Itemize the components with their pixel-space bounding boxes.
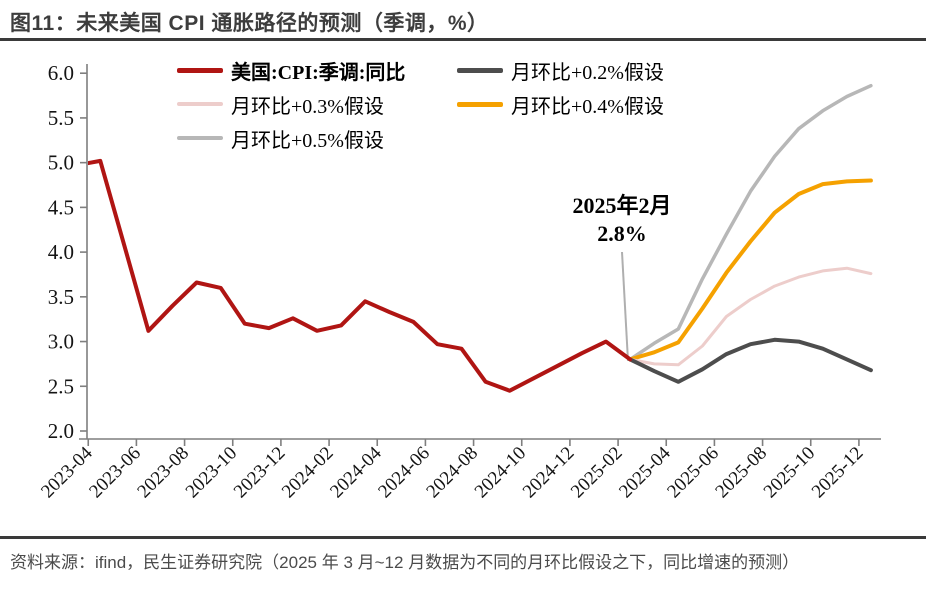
legend-label-4: 月环比+0.5%假设 [231,129,384,152]
annotation-2025-02: 2025年2月 2.8% [543,192,701,248]
x-tick-label: 2025-08 [711,443,771,503]
y-tick-label: 2.0 [48,419,74,443]
series-line-4 [628,83,873,362]
legend-label-0: 美国:CPI:季调:同比 [231,61,406,84]
legend-item-3: 月环比+0.4%假设 [457,87,664,121]
x-tick-label: 2025-06 [663,443,723,503]
legend-swatch-2 [177,102,223,106]
y-tick-label: 4.5 [48,195,74,219]
source-note: 资料来源：ifind，民生证券研究院（2025 年 3 月~12 月数据为不同的… [0,536,926,590]
x-tick-label: 2023-04 [37,442,97,502]
x-tick-label: 2023-10 [182,443,242,503]
x-tick-label: 2025-04 [615,442,675,502]
annotation-leader-line [621,251,629,362]
legend-swatch-3 [457,101,503,107]
x-tick-label: 2025-02 [567,443,627,503]
figure-header: 图11：未来美国 CPI 通胀路径的预测（季调，%） [0,0,926,41]
x-tick-label: 2023-12 [230,443,290,503]
series-line-3 [628,178,873,362]
y-tick-label: 5.5 [48,106,74,130]
legend-item-1: 月环比+0.2%假设 [457,53,664,87]
y-tick-label: 5.0 [48,151,74,175]
x-tick-label: 2024-02 [278,443,338,503]
legend-item-0: 美国:CPI:季调:同比 [177,53,457,87]
figure-title: 图11：未来美国 CPI 通胀路径的预测（季调，%） [10,12,489,35]
x-tick-label: 2025-10 [760,443,820,503]
series-line-0 [88,158,633,393]
x-tick-label: 2025-12 [808,443,868,503]
y-tick-label: 3.0 [48,330,74,354]
x-tick-label: 2024-06 [374,443,434,503]
legend-label-2: 月环比+0.3%假设 [231,95,384,118]
annotation-date: 2025年2月 [572,193,672,218]
y-tick-label: 2.5 [48,374,74,398]
legend-label-3: 月环比+0.4%假设 [511,95,664,118]
y-tick-label: 4.0 [48,240,74,264]
x-tick-label: 2024-08 [422,443,482,503]
x-tick-label: 2024-10 [471,443,531,503]
y-tick-label: 3.5 [48,285,74,309]
series-line-2 [628,266,873,367]
series-line-1 [628,337,873,384]
annotation-value: 2.8% [597,221,647,246]
legend-item-4: 月环比+0.5%假设 [177,121,457,155]
x-tick-label: 2024-04 [326,442,386,502]
legend-swatch-1 [457,67,503,73]
legend-swatch-0 [177,67,223,73]
x-tick-label: 2024-12 [519,443,579,503]
legend-item-2: 月环比+0.3%假设 [177,87,457,121]
legend-label-1: 月环比+0.2%假设 [511,61,664,84]
legend-swatch-4 [177,136,223,140]
y-tick-label: 6.0 [48,61,74,85]
x-tick-label: 2023-08 [133,443,193,503]
chart-legend: 美国:CPI:季调:同比 月环比+0.2%假设月环比+0.3%假设 月环比+0.4%… [177,53,664,155]
x-tick-label: 2023-06 [85,443,145,503]
